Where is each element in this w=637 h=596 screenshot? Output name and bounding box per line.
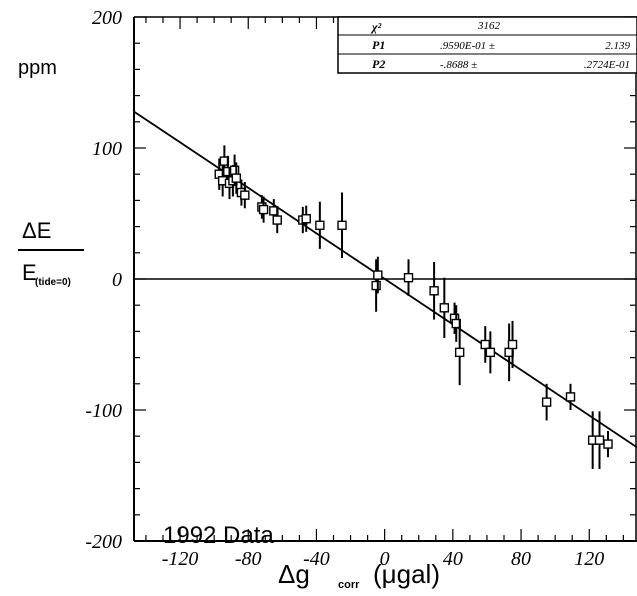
point-marker xyxy=(507,339,518,350)
point-marker xyxy=(240,190,250,200)
data-point xyxy=(439,277,450,338)
y-tick-label: -100 xyxy=(85,400,122,422)
x-tick-label: 40 xyxy=(443,548,463,570)
tick-labels: -200 -100 0 100 200 -120 -80 -40 0 40 80 120 xyxy=(85,7,604,570)
data-point xyxy=(449,302,460,335)
point-marker xyxy=(229,165,240,175)
x-tick-label: 120 xyxy=(574,548,604,570)
stats-value-p2: -.8688 ± xyxy=(440,59,477,71)
point-marker xyxy=(594,435,605,445)
point-marker xyxy=(565,392,576,402)
lines-layer xyxy=(133,110,637,449)
point-marker xyxy=(258,204,269,215)
data-point xyxy=(541,383,552,421)
x-tick-label: -40 xyxy=(303,548,330,570)
stats-value-p1: .9590E-01 ± xyxy=(440,40,495,52)
stats-label-p2: P2 xyxy=(372,57,385,71)
point-marker xyxy=(480,339,490,350)
point-marker xyxy=(439,303,450,313)
y-tick-label: 100 xyxy=(92,138,122,160)
data-point xyxy=(603,430,613,458)
data-point xyxy=(565,383,576,410)
x-axis-label-main: Δg xyxy=(278,559,310,589)
stats-value-chi2: 3162 xyxy=(477,20,501,32)
data-point xyxy=(403,259,414,297)
stats-box: χ² 3162 P1 .9590E-01 ± 2.139 P2 -.8688 ±… xyxy=(337,16,637,74)
data-point xyxy=(507,320,518,369)
point-marker xyxy=(371,280,381,291)
y-tick-label: -200 xyxy=(85,531,122,553)
point-marker xyxy=(541,397,552,407)
x-tick-label: 80 xyxy=(511,548,531,570)
x-tick-label: -120 xyxy=(162,548,199,570)
point-marker xyxy=(301,214,311,224)
data-point xyxy=(371,259,381,312)
point-marker xyxy=(485,347,496,358)
data-point xyxy=(231,162,242,194)
y-tick-label: 200 xyxy=(92,7,122,29)
x-axis-label-sub: corr xyxy=(338,579,360,591)
y-unit-label: ppm xyxy=(18,57,57,79)
data-point xyxy=(240,182,250,209)
x-tick-label: 0 xyxy=(380,548,390,570)
point-marker xyxy=(337,220,347,230)
stats-error-p1: 2.139 xyxy=(605,40,630,52)
data-point xyxy=(258,196,269,223)
point-marker xyxy=(272,215,282,225)
data-point xyxy=(301,205,311,232)
data-point xyxy=(315,201,325,249)
data-point xyxy=(429,261,439,320)
x-tick-label: -80 xyxy=(235,548,262,570)
point-marker xyxy=(403,272,414,283)
stats-label-chi2: χ² xyxy=(370,20,382,34)
annotation-1992-data: 1992 Data xyxy=(163,522,274,549)
data-point xyxy=(485,331,496,374)
data-point xyxy=(337,192,347,259)
fit-line xyxy=(133,110,637,449)
stats-label-p1: P1 xyxy=(372,38,385,52)
data-point xyxy=(272,206,282,234)
x-axis-label-unit: (μgal) xyxy=(373,559,440,589)
data-point xyxy=(480,326,490,363)
y-label-denominator-sub: (tide=0) xyxy=(35,277,71,288)
y-label-numerator: ΔE xyxy=(22,218,51,243)
point-marker xyxy=(454,347,465,358)
y-label-denominator: E xyxy=(22,260,37,285)
data-points xyxy=(214,145,613,469)
point-marker xyxy=(315,220,325,230)
data-point xyxy=(454,319,465,386)
stats-error-p2: .2724E-01 xyxy=(584,59,630,71)
data-point xyxy=(373,256,383,294)
point-marker xyxy=(603,439,613,449)
point-marker xyxy=(373,270,383,280)
point-marker xyxy=(429,286,439,296)
point-marker xyxy=(231,173,242,183)
y-tick-label: 0 xyxy=(112,269,122,291)
